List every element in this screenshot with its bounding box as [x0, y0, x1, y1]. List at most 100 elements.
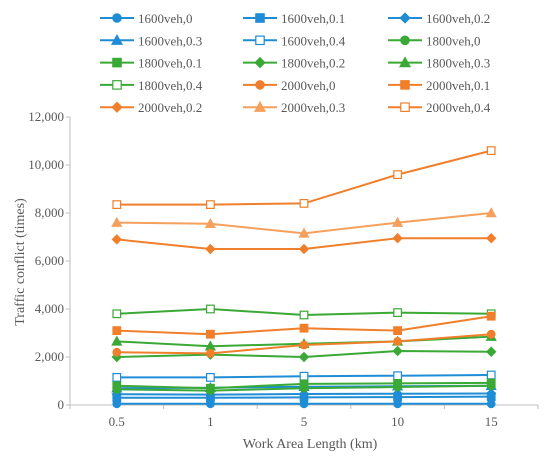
- legend-entry: 2000veh,0.1: [388, 78, 490, 93]
- data-point: [206, 373, 215, 382]
- y-tick-label: 0: [58, 397, 65, 412]
- data-point: [112, 200, 122, 210]
- data-point: [392, 216, 404, 227]
- legend-marker: [400, 102, 410, 112]
- data-point: [298, 351, 310, 363]
- data-point: [485, 346, 497, 357]
- data-point: [393, 379, 402, 388]
- legend-marker: [400, 35, 410, 46]
- legend-marker: [110, 34, 124, 45]
- data-point: [112, 326, 122, 335]
- legend-label: 2000veh,0.3: [281, 100, 345, 115]
- data-point: [393, 308, 402, 317]
- series-2000veh-0: [112, 329, 496, 358]
- legend-label: 1800veh,0.4: [138, 78, 203, 93]
- series-1800veh-0-1: [112, 378, 496, 393]
- series-2000veh-0-2: [111, 232, 497, 255]
- legend-entry: 2000veh,0.3: [243, 100, 345, 115]
- chart-legend: 1600veh,0 1600veh,0.1 1600veh,0.2 1600veh,0…: [100, 11, 491, 115]
- legend-label: 2000veh,0.4: [426, 100, 491, 115]
- series-2000veh-0-4: [112, 146, 496, 210]
- legend-label: 1800veh,0: [426, 33, 481, 48]
- legend-entry: 1600veh,0.4: [243, 33, 346, 48]
- data-point: [485, 388, 497, 399]
- legend-label: 2000veh,0.2: [138, 100, 202, 115]
- legend-label: 1600veh,0.1: [281, 11, 345, 26]
- data-point: [112, 381, 122, 391]
- data-point: [111, 216, 123, 227]
- x-tick-label: 1: [207, 414, 214, 429]
- legend-marker: [253, 100, 267, 112]
- data-point: [486, 399, 496, 409]
- y-tick-label: 12,000: [28, 109, 64, 124]
- x-tick-label: 15: [485, 414, 498, 429]
- data-point: [299, 199, 309, 208]
- data-point: [486, 370, 496, 380]
- x-axis-title: Work Area Length (km): [243, 437, 378, 452]
- data-point: [298, 243, 310, 255]
- legend-label: 2000veh,0: [281, 78, 336, 93]
- data-point: [485, 207, 497, 218]
- data-point: [206, 329, 215, 339]
- data-point: [205, 243, 216, 255]
- data-point: [486, 311, 496, 321]
- data-point: [392, 345, 403, 357]
- data-point: [206, 200, 215, 210]
- data-point: [299, 379, 309, 389]
- y-tick-label: 6,000: [35, 253, 64, 268]
- legend-marker: [255, 13, 265, 23]
- legend-marker: [255, 80, 265, 90]
- data-point: [392, 232, 403, 244]
- legend-marker: [399, 12, 411, 24]
- legend-marker: [398, 56, 412, 68]
- y-tick-label: 4,000: [35, 301, 64, 316]
- legend-marker: [254, 56, 266, 69]
- data-point: [299, 310, 309, 320]
- data-point: [206, 383, 215, 393]
- legend-entry: 1600veh,0.1: [243, 11, 345, 26]
- legend-entry: 1600veh,0.3: [100, 33, 202, 48]
- data-point: [111, 234, 123, 245]
- legend-label: 1600veh,0.2: [426, 11, 490, 26]
- data-point: [486, 329, 496, 339]
- legend-entry: 2000veh,0: [243, 78, 336, 93]
- series-2000veh-0-3: [111, 207, 497, 238]
- y-tick-label: 2,000: [35, 349, 64, 364]
- legend-entry: 1800veh,0.4: [100, 78, 203, 93]
- y-tick-label: 8,000: [35, 205, 64, 220]
- data-point: [299, 323, 309, 333]
- legend-label: 2000veh,0.1: [426, 78, 490, 93]
- legend-entry: 1800veh,0.2: [243, 56, 345, 71]
- data-point: [111, 335, 123, 346]
- legend-entry: 1800veh,0.1: [100, 56, 202, 71]
- legend-label: 1800veh,0.3: [426, 56, 490, 71]
- legend-label: 1800veh,0.1: [138, 56, 202, 71]
- data-point: [393, 371, 402, 381]
- data-point: [485, 232, 497, 244]
- x-tick-label: 5: [301, 414, 308, 429]
- data-point: [392, 388, 403, 399]
- legend-entry: 2000veh,0.2: [100, 100, 202, 115]
- data-point: [112, 373, 122, 382]
- data-point: [112, 309, 122, 319]
- legend-entry: 1600veh,0.2: [388, 11, 490, 26]
- legend-label: 1800veh,0.2: [281, 56, 345, 71]
- x-tick-label: 10: [391, 414, 404, 429]
- series-2000veh-0-1: [112, 311, 496, 339]
- legend-entry: 1600veh,0: [100, 11, 193, 26]
- data-point: [112, 347, 122, 357]
- data-point: [111, 388, 123, 400]
- data-point: [205, 349, 215, 358]
- legend-marker: [111, 101, 123, 113]
- data-point: [299, 340, 309, 350]
- series-1800veh-0-4: [112, 304, 496, 320]
- legend-marker: [255, 35, 265, 46]
- y-tick-label: 10,000: [28, 157, 64, 172]
- data-point: [204, 218, 216, 229]
- legend-marker: [112, 80, 122, 90]
- data-point: [486, 146, 496, 156]
- series-1600veh-0-4: [112, 370, 496, 382]
- series-line: [116, 149, 492, 206]
